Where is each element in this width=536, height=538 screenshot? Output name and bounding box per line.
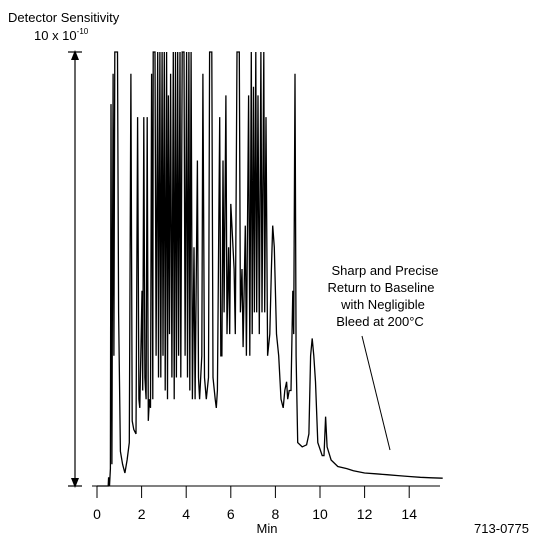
annotation-line-4: Bleed at 200°C	[336, 314, 424, 329]
x-tick-label: 12	[357, 506, 373, 522]
figure-code: 713-0775	[474, 521, 529, 536]
chromatogram-trace	[97, 51, 443, 487]
annotation: Sharp and Precise Return to Baseline wit…	[328, 263, 439, 451]
annotation-pointer	[361, 335, 391, 451]
x-tick-label: 4	[182, 506, 190, 522]
x-tick-label: 2	[138, 506, 146, 522]
annotation-line-2: Return to Baseline	[328, 280, 435, 295]
detector-sensitivity-label: Detector Sensitivity	[8, 10, 120, 25]
x-tick-label: 14	[401, 506, 417, 522]
sensitivity-scale-arrow	[68, 50, 82, 488]
x-tick-label: 8	[272, 506, 280, 522]
x-axis-label: Min	[257, 521, 278, 536]
annotation-line-1: Sharp and Precise	[332, 263, 439, 278]
x-tick-label: 0	[93, 506, 101, 522]
x-tick-label: 6	[227, 506, 235, 522]
x-axis-ticks: 0 2 4 6 8 10 12 14	[93, 486, 417, 522]
x-tick-label: 10	[312, 506, 328, 522]
detector-sensitivity-value: 10 x 10-10	[34, 27, 89, 43]
annotation-line-3: with Negligible	[340, 297, 425, 312]
